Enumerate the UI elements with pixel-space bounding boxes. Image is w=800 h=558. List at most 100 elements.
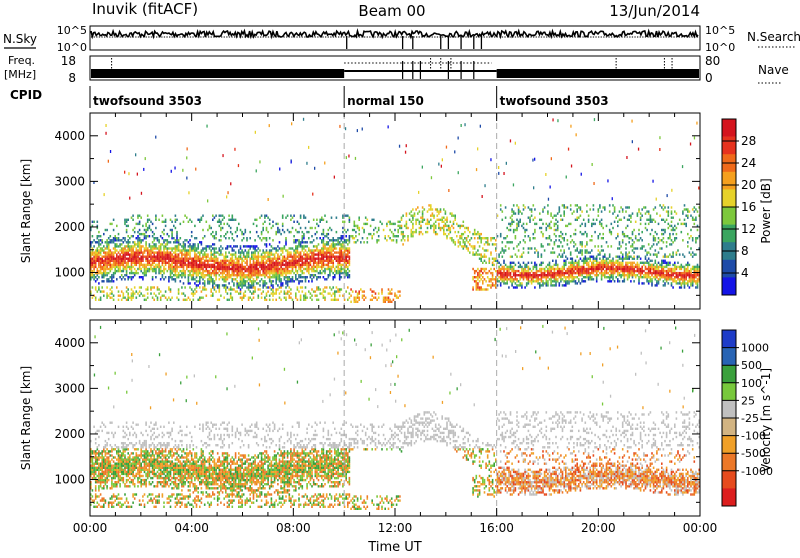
heatmap-cell	[646, 251, 648, 253]
heatmap-cell	[116, 286, 118, 288]
heatmap-cell	[637, 270, 639, 272]
heatmap-cell	[289, 270, 291, 272]
heatmap-cell	[110, 223, 112, 225]
heatmap-cell	[641, 276, 643, 278]
heatmap-cell	[165, 264, 167, 266]
heatmap-cell	[186, 249, 188, 251]
heatmap-cell	[585, 268, 587, 270]
heatmap-cell	[477, 282, 479, 284]
heatmap-cell	[310, 251, 312, 253]
heatmap-cell	[602, 260, 604, 262]
heatmap-cell	[180, 223, 182, 225]
heatmap-cell	[95, 251, 97, 253]
heatmap-cell	[620, 251, 622, 253]
heatmap-cell	[214, 217, 216, 219]
heatmap-cell	[474, 270, 476, 272]
heatmap-cell	[437, 208, 439, 210]
heatmap-cell	[152, 256, 154, 258]
heatmap-cell	[118, 270, 120, 272]
heatmap-cell	[98, 243, 100, 245]
heatmap-cell	[480, 274, 482, 276]
heatmap-cell	[282, 270, 284, 272]
heatmap-cell	[103, 268, 105, 270]
heatmap-cell	[308, 268, 310, 270]
heatmap-cell	[219, 219, 221, 221]
heatmap-cell	[225, 247, 227, 249]
heatmap-cell	[453, 215, 455, 217]
heatmap-cell	[633, 256, 635, 258]
heatmap-cell	[158, 288, 160, 290]
heatmap-cell	[126, 258, 128, 260]
heatmap-cell	[137, 268, 139, 270]
heatmap-cell	[106, 274, 108, 276]
heatmap-cell	[550, 282, 552, 284]
heatmap-cell	[147, 215, 149, 217]
heatmap-cell	[168, 247, 170, 249]
heatmap-cell	[476, 286, 478, 288]
heatmap-cell	[97, 268, 99, 270]
heatmap-cell	[469, 243, 471, 245]
heatmap-cell	[293, 280, 295, 282]
heatmap-cell	[189, 243, 191, 245]
heatmap-cell	[232, 268, 234, 270]
heatmap-cell	[510, 223, 512, 225]
heatmap-cell	[511, 256, 513, 258]
heatmap-cell	[248, 299, 250, 301]
heatmap-cell	[295, 260, 297, 262]
heatmap-cell	[602, 233, 604, 235]
heatmap-cell	[401, 239, 403, 241]
heatmap-cell	[531, 215, 533, 217]
heatmap-cell	[446, 225, 448, 227]
heatmap-cell	[594, 268, 596, 270]
heatmap-cell	[656, 212, 658, 214]
heatmap-cell	[524, 264, 526, 266]
heatmap-cell	[432, 212, 434, 214]
heatmap-cell	[669, 264, 671, 266]
heatmap-cell	[275, 251, 277, 253]
heatmap-cell	[285, 299, 287, 301]
heatmap-cell	[153, 256, 155, 258]
heatmap-cell	[272, 270, 274, 272]
heatmap-cell	[162, 221, 164, 223]
heatmap-cell	[336, 243, 338, 245]
heatmap-cell	[212, 264, 214, 266]
heatmap-cell	[324, 268, 326, 270]
heatmap-cell	[485, 262, 487, 264]
heatmap-cell	[132, 266, 134, 268]
heatmap-cell	[155, 215, 157, 217]
heatmap-cell	[492, 272, 494, 274]
heatmap-cell	[311, 260, 313, 262]
heatmap-cell	[477, 286, 479, 288]
heatmap-cell	[158, 270, 160, 272]
heatmap-cell	[219, 239, 221, 241]
heatmap-cell	[137, 235, 139, 237]
heatmap-cell	[223, 284, 225, 286]
heatmap-cell	[609, 231, 611, 233]
heatmap-cell	[625, 268, 627, 270]
heatmap-cell	[420, 217, 422, 219]
heatmap-cell	[113, 280, 115, 282]
heatmap-cell	[357, 295, 359, 297]
heatmap-cell	[220, 245, 222, 247]
heatmap-cell	[342, 241, 344, 243]
heatmap-cell	[144, 295, 146, 297]
heatmap-cell	[150, 256, 152, 258]
heatmap-cell	[476, 280, 478, 282]
heatmap-cell	[131, 245, 133, 247]
heatmap-cell	[142, 295, 144, 297]
heatmap-cell	[158, 219, 160, 221]
heatmap-cell	[123, 237, 125, 239]
heatmap-cell	[555, 268, 557, 270]
heatmap-cell	[251, 256, 253, 258]
heatmap-cell	[487, 276, 489, 278]
heatmap-cell	[149, 235, 151, 237]
heatmap-cell	[594, 264, 596, 266]
heatmap-cell	[110, 239, 112, 241]
heatmap-cell	[142, 239, 144, 241]
heatmap-cell	[264, 297, 266, 299]
heatmap-cell	[500, 204, 502, 206]
cpid-label: CPID	[10, 88, 42, 102]
heatmap-cell	[560, 219, 562, 221]
heatmap-cell	[324, 243, 326, 245]
heatmap-cell	[482, 276, 484, 278]
